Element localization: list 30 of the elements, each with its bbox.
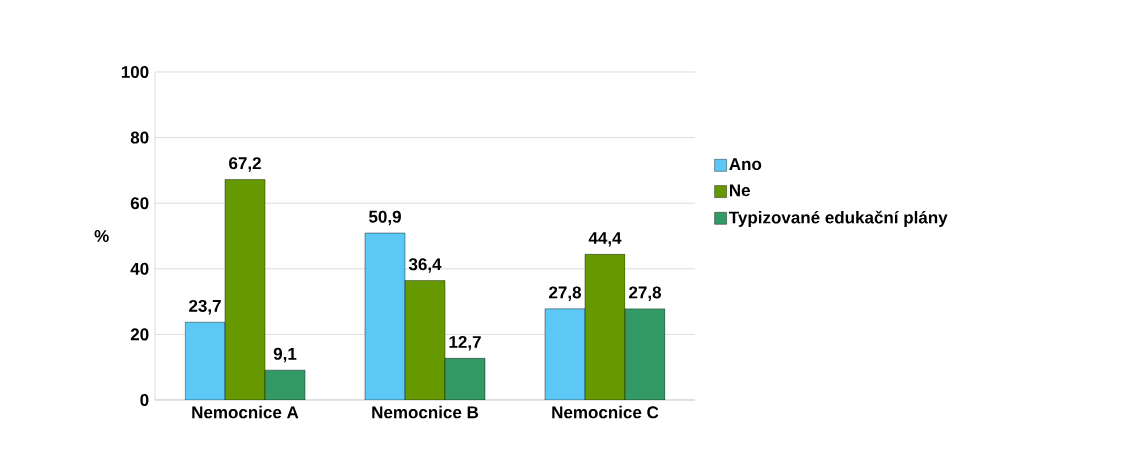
y-tick-label: 100	[121, 65, 149, 79]
data-label: 23,7	[189, 299, 221, 315]
bar	[584, 254, 626, 400]
data-label: 67,2	[229, 157, 261, 172]
y-axis-title: %	[94, 230, 109, 242]
data-label: 50,9	[368, 210, 401, 226]
data-label: 27,8	[549, 286, 582, 301]
bar	[624, 308, 666, 400]
y-tick-label: 40	[130, 262, 149, 275]
data-label: 36,4	[408, 258, 442, 273]
y-tick-label: 80	[130, 131, 149, 144]
bar	[544, 308, 586, 400]
bar	[184, 322, 226, 400]
data-label: 27,8	[629, 286, 662, 301]
y-tick-label: 60	[130, 197, 149, 210]
legend-label: Typizované edukační plány	[728, 210, 948, 227]
bar	[404, 280, 446, 400]
data-label: 12,7	[449, 335, 481, 351]
data-label: 44,4	[588, 232, 622, 247]
x-tick-label: Nemocnice C	[552, 405, 659, 419]
bar	[444, 358, 486, 400]
x-tick-label: Nemocnice B	[372, 405, 479, 419]
legend-label: Ne	[729, 184, 750, 197]
legend-label: Ano	[729, 158, 762, 171]
y-tick-label: 20	[130, 328, 149, 341]
x-tick-label: Nemocnice A	[192, 405, 299, 419]
y-tick-label: 0	[140, 393, 149, 407]
data-label: 9,1	[273, 347, 297, 363]
bar	[224, 179, 266, 400]
bar	[364, 232, 406, 400]
